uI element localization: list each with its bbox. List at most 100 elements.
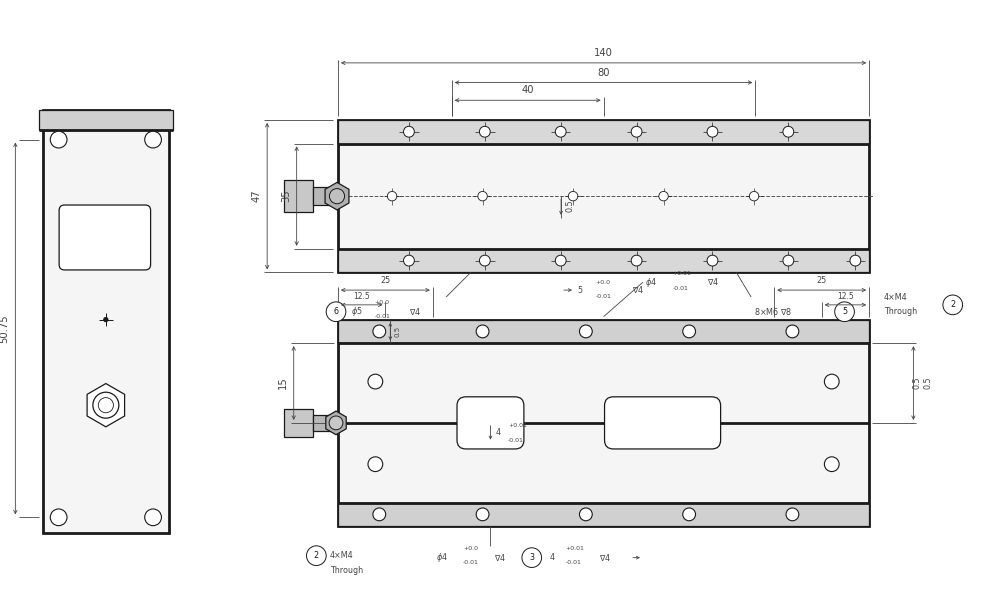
Circle shape: [849, 255, 860, 266]
Circle shape: [387, 191, 396, 201]
Bar: [337, 320, 869, 343]
Text: 4: 4: [549, 553, 554, 562]
Circle shape: [325, 302, 345, 321]
Text: 5: 5: [841, 307, 846, 316]
Circle shape: [329, 189, 344, 204]
Circle shape: [403, 126, 414, 137]
Text: 80: 80: [597, 67, 609, 78]
Circle shape: [145, 509, 162, 526]
Text: 25: 25: [815, 276, 826, 285]
Polygon shape: [325, 411, 346, 435]
Text: +0.01: +0.01: [565, 546, 584, 551]
Circle shape: [479, 255, 490, 266]
Bar: [42, 110, 169, 533]
Text: $\nabla$4: $\nabla$4: [631, 285, 643, 295]
Bar: [314, 415, 335, 431]
Circle shape: [307, 546, 325, 565]
Text: 0.5: 0.5: [564, 200, 574, 213]
Circle shape: [104, 317, 107, 322]
Text: +0.01: +0.01: [508, 423, 527, 428]
Text: 40: 40: [521, 85, 533, 95]
Text: -0.01: -0.01: [671, 286, 687, 291]
Bar: [337, 120, 869, 143]
Text: 25: 25: [380, 276, 390, 285]
Bar: [284, 181, 314, 212]
Text: $\phi$4: $\phi$4: [436, 551, 448, 564]
Circle shape: [555, 126, 566, 137]
Text: 50.75: 50.75: [0, 314, 10, 343]
Circle shape: [785, 508, 798, 521]
Text: $\nabla$4: $\nabla$4: [599, 552, 610, 562]
FancyBboxPatch shape: [59, 205, 151, 270]
Text: -0.01: -0.01: [508, 437, 524, 443]
Text: -0.01: -0.01: [595, 294, 610, 299]
Text: 5: 5: [577, 285, 583, 295]
Text: 2: 2: [950, 300, 954, 310]
Text: 4: 4: [495, 428, 500, 437]
Text: $\phi$4: $\phi$4: [644, 276, 656, 289]
Circle shape: [477, 191, 487, 201]
Text: +0.0: +0.0: [595, 280, 610, 285]
Text: 12.5: 12.5: [353, 292, 370, 301]
Circle shape: [475, 325, 488, 338]
Text: +0.0: +0.0: [374, 300, 389, 305]
Text: +0.0: +0.0: [462, 546, 477, 551]
Text: +0.01: +0.01: [671, 271, 690, 276]
Text: 15: 15: [277, 377, 288, 390]
Circle shape: [706, 255, 717, 266]
Text: 0.5: 0.5: [922, 377, 932, 390]
Circle shape: [630, 255, 641, 266]
Circle shape: [823, 374, 838, 389]
FancyBboxPatch shape: [604, 397, 720, 449]
Circle shape: [145, 131, 162, 148]
Circle shape: [555, 255, 566, 266]
Circle shape: [568, 191, 577, 201]
Text: Through: Through: [329, 566, 363, 575]
Circle shape: [50, 131, 67, 148]
Text: 4×M4: 4×M4: [883, 294, 906, 303]
Circle shape: [834, 302, 854, 321]
Text: 35: 35: [280, 190, 291, 202]
Circle shape: [579, 325, 592, 338]
Polygon shape: [324, 182, 349, 210]
Circle shape: [579, 508, 592, 521]
Polygon shape: [87, 384, 124, 427]
Text: 4×M4: 4×M4: [329, 551, 353, 560]
Circle shape: [99, 398, 113, 413]
Bar: [314, 187, 335, 205]
Text: 12.5: 12.5: [836, 292, 853, 301]
Circle shape: [373, 508, 386, 521]
Text: $\phi$5: $\phi$5: [350, 305, 362, 318]
Text: 47: 47: [251, 190, 261, 202]
Circle shape: [373, 325, 386, 338]
Circle shape: [942, 295, 961, 315]
Text: -0.01: -0.01: [374, 314, 389, 318]
Text: $\nabla$4: $\nabla$4: [408, 307, 420, 317]
Circle shape: [706, 126, 717, 137]
Bar: [38, 110, 173, 130]
Text: 3: 3: [528, 553, 533, 562]
Circle shape: [782, 126, 793, 137]
Text: -0.01: -0.01: [565, 559, 581, 565]
Bar: [337, 249, 869, 272]
Circle shape: [475, 508, 488, 521]
Circle shape: [328, 416, 342, 430]
Text: -0.01: -0.01: [462, 559, 478, 565]
Text: 6: 6: [333, 307, 338, 316]
Circle shape: [748, 191, 758, 201]
Bar: [337, 120, 869, 272]
Circle shape: [93, 392, 118, 418]
Circle shape: [50, 509, 67, 526]
Circle shape: [782, 255, 793, 266]
Circle shape: [823, 457, 838, 472]
Circle shape: [682, 325, 695, 338]
Circle shape: [682, 508, 695, 521]
Circle shape: [659, 191, 668, 201]
FancyBboxPatch shape: [457, 397, 524, 449]
Circle shape: [368, 374, 383, 389]
Circle shape: [368, 457, 383, 472]
Circle shape: [630, 126, 641, 137]
Bar: [284, 409, 314, 437]
Text: 0.5: 0.5: [911, 377, 920, 390]
Bar: [337, 503, 869, 526]
